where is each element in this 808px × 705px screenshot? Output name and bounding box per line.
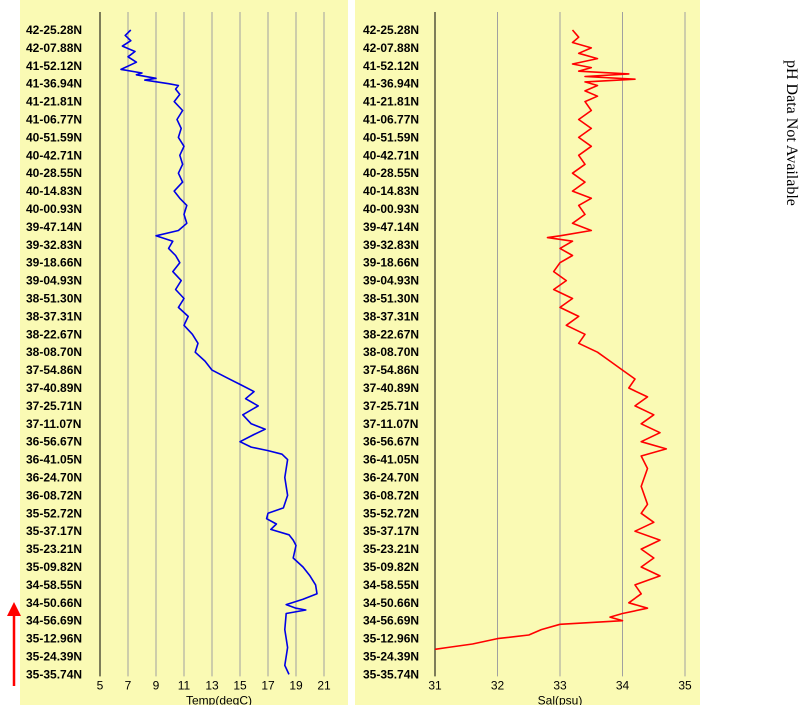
- temp-lat-label: 41-52.12N: [26, 59, 82, 73]
- sal-x-tick-label: 32: [491, 678, 505, 692]
- temp-lat-label: 35-12.96N: [26, 632, 82, 646]
- temp-lat-label: 38-08.70N: [26, 345, 82, 359]
- sal-lat-label: 40-42.71N: [363, 148, 419, 162]
- sal-x-tick-label: 34: [616, 678, 630, 692]
- sal-lat-label: 42-25.28N: [363, 23, 419, 37]
- temp-lat-label: 38-51.30N: [26, 292, 82, 306]
- temp-x-tick-label: 15: [233, 678, 247, 692]
- sal-lat-label: 39-18.66N: [363, 256, 419, 270]
- sal-lat-label: 38-51.30N: [363, 292, 419, 306]
- temp-lat-label: 42-25.28N: [26, 23, 82, 37]
- sal-lat-label: 42-07.88N: [363, 41, 419, 55]
- sal-lat-label: 34-58.55N: [363, 578, 419, 592]
- temp-x-tick-label: 13: [205, 678, 219, 692]
- sal-lat-label: 36-08.72N: [363, 488, 419, 502]
- temp-x-axis-title: Temp(degC): [186, 693, 252, 705]
- temp-lat-label: 36-24.70N: [26, 471, 82, 485]
- sal-lat-label: 41-52.12N: [363, 59, 419, 73]
- temp-lat-label: 40-28.55N: [26, 166, 82, 180]
- temp-lat-label: 35-24.39N: [26, 650, 82, 664]
- temp-lat-label: 39-18.66N: [26, 256, 82, 270]
- sal-lat-label: 35-37.17N: [363, 524, 419, 538]
- temp-lat-label: 39-32.83N: [26, 238, 82, 252]
- ph-note-text: pH Data Not Available: [783, 60, 800, 206]
- sal-lat-label: 35-09.82N: [363, 560, 419, 574]
- temperature-chart: 42-25.28N 42-07.88N 41-52.12N 41-36.94N 41-2…: [26, 12, 331, 705]
- temp-lat-label: 37-11.07N: [26, 417, 81, 431]
- temp-lat-label: 42-07.88N: [26, 41, 82, 55]
- sal-lat-label: 37-40.89N: [363, 381, 419, 395]
- sal-lat-label: 39-04.93N: [363, 274, 419, 288]
- sal-lat-label: 35-24.39N: [363, 650, 419, 664]
- temperature-panel: 42-25.28N 42-07.88N 41-52.12N 41-36.94N 41-2…: [20, 0, 348, 705]
- sal-lat-label: 40-00.93N: [363, 202, 419, 216]
- temp-series-line: [120, 29, 318, 675]
- temp-lat-label: 35-37.17N: [26, 524, 82, 538]
- sal-lat-label: 37-11.07N: [363, 417, 418, 431]
- temp-x-tick-label: 21: [317, 678, 331, 692]
- sal-lat-label: 36-56.67N: [363, 435, 419, 449]
- temp-lat-label: 40-51.59N: [26, 130, 82, 144]
- salinity-chart: 42-25.28N 42-07.88N 41-52.12N 41-36.94N 41-2…: [363, 12, 692, 705]
- temp-x-tick-label: 17: [261, 678, 275, 692]
- ph-unavailable-note: pH Data Not Available: [782, 60, 806, 300]
- sal-x-tick-label: 31: [428, 678, 442, 692]
- temp-lat-label: 39-47.14N: [26, 220, 82, 234]
- temp-lat-label: 40-42.71N: [26, 148, 82, 162]
- temp-lat-label: 37-54.86N: [26, 363, 82, 377]
- temp-lat-label: 41-36.94N: [26, 77, 82, 91]
- sal-lat-label: 35-52.72N: [363, 506, 419, 520]
- sal-lat-label: 38-08.70N: [363, 345, 419, 359]
- arrow-up-icon: [7, 602, 21, 686]
- temp-lat-label: 37-25.71N: [26, 399, 82, 413]
- sal-lat-label: 40-28.55N: [363, 166, 419, 180]
- temp-lat-label: 34-56.69N: [26, 614, 82, 628]
- temp-x-tick-label: 11: [178, 678, 191, 692]
- sal-lat-label: 36-41.05N: [363, 453, 419, 467]
- sal-lat-label: 38-22.67N: [363, 327, 419, 341]
- sal-lat-label: 34-56.69N: [363, 614, 419, 628]
- salinity-panel: 42-25.28N 42-07.88N 41-52.12N 41-36.94N 41-2…: [355, 0, 700, 705]
- temp-lat-label: 35-09.82N: [26, 560, 82, 574]
- sal-x-axis-title: Sal(psu): [538, 693, 583, 705]
- sal-lat-label: 35-35.74N: [363, 667, 419, 681]
- temp-lat-label: 34-58.55N: [26, 578, 82, 592]
- temp-lat-label: 35-35.74N: [26, 667, 82, 681]
- temp-lat-label: 36-56.67N: [26, 435, 82, 449]
- sal-x-tick-label: 35: [678, 678, 692, 692]
- sal-lat-label: 36-24.70N: [363, 471, 419, 485]
- temp-lat-label: 35-52.72N: [26, 506, 82, 520]
- temp-x-tick-label: 19: [289, 678, 303, 692]
- sal-lat-label: 35-12.96N: [363, 632, 419, 646]
- temp-lat-label: 38-37.31N: [26, 309, 82, 323]
- sal-lat-label: 35-23.21N: [363, 542, 419, 556]
- temp-lat-label: 41-21.81N: [26, 95, 82, 109]
- sal-lat-label: 41-36.94N: [363, 77, 419, 91]
- sal-lat-label: 37-54.86N: [363, 363, 419, 377]
- temp-lat-label: 34-50.66N: [26, 596, 82, 610]
- sal-lat-label: 38-37.31N: [363, 309, 419, 323]
- sal-lat-label: 40-51.59N: [363, 130, 419, 144]
- temp-lat-label: 38-22.67N: [26, 327, 82, 341]
- sal-lat-label: 37-25.71N: [363, 399, 419, 413]
- sal-series-line: [434, 29, 668, 651]
- sal-lat-label: 40-14.83N: [363, 184, 419, 198]
- sal-lat-label: 39-47.14N: [363, 220, 419, 234]
- temp-lat-label: 40-14.83N: [26, 184, 82, 198]
- sal-lat-label: 41-21.81N: [363, 95, 419, 109]
- temp-lat-label: 36-41.05N: [26, 453, 82, 467]
- temp-lat-label: 36-08.72N: [26, 488, 82, 502]
- sal-x-tick-label: 33: [553, 678, 567, 692]
- temp-lat-label: 35-23.21N: [26, 542, 82, 556]
- temp-lat-label: 37-40.89N: [26, 381, 82, 395]
- temp-lat-label: 41-06.77N: [26, 113, 82, 127]
- temp-x-tick-label: 9: [153, 678, 160, 692]
- temp-lat-label: 39-04.93N: [26, 274, 82, 288]
- temp-x-tick-label: 5: [97, 678, 104, 692]
- sal-lat-label: 34-50.66N: [363, 596, 419, 610]
- sal-lat-label: 39-32.83N: [363, 238, 419, 252]
- temp-x-tick-label: 7: [125, 678, 132, 692]
- temp-lat-label: 40-00.93N: [26, 202, 82, 216]
- sal-lat-label: 41-06.77N: [363, 113, 419, 127]
